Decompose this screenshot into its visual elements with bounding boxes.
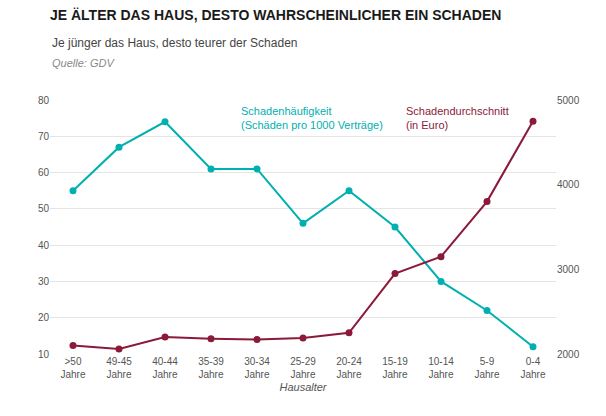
svg-text:40: 40 [38,240,50,251]
svg-text:80: 80 [38,95,50,106]
svg-text:Schadenhäufigkeit(Schäden pro: Schadenhäufigkeit(Schäden pro 1000 Vert… [241,105,383,131]
svg-text:49-45Jahre: 49-45Jahre [106,356,132,380]
svg-text:Quelle: GDV: Quelle: GDV [52,57,115,69]
svg-text:Hausalter: Hausalter [279,381,327,393]
svg-text:Je jünger das Haus, desto teur: Je jünger das Haus, desto teurer der Sch… [52,36,297,50]
svg-text:15-19Jahre: 15-19Jahre [382,356,408,380]
svg-text:10-14Jahre: 10-14Jahre [428,356,454,380]
svg-text:4000: 4000 [557,179,580,190]
svg-text:30-34Jahre: 30-34Jahre [244,356,270,380]
svg-text:10: 10 [38,349,50,360]
svg-text:5-9Jahre: 5-9Jahre [474,356,499,380]
svg-text:60: 60 [38,167,50,178]
svg-text:30: 30 [38,276,50,287]
svg-text:20: 20 [38,312,50,323]
svg-text:0-4Jahre: 0-4Jahre [520,356,545,380]
svg-text:JE ÄLTER DAS HAUS, DESTO WAHRS: JE ÄLTER DAS HAUS, DESTO WAHRSCHEINLICHE… [50,7,501,23]
svg-text:40-44Jahre: 40-44Jahre [152,356,178,380]
svg-text:20-24Jahre: 20-24Jahre [336,356,362,380]
svg-text:50: 50 [38,203,50,214]
svg-text:70: 70 [38,131,50,142]
svg-text:3000: 3000 [557,264,580,275]
svg-text:35-39Jahre: 35-39Jahre [198,356,224,380]
svg-text:Schadendurchschnitt(in Euro): Schadendurchschnitt(in Euro) [406,105,509,131]
svg-text:2000: 2000 [557,349,580,360]
svg-text:5000: 5000 [557,95,580,106]
svg-text:>50Jahre: >50Jahre [60,356,85,380]
svg-text:25-29Jahre: 25-29Jahre [290,356,316,380]
